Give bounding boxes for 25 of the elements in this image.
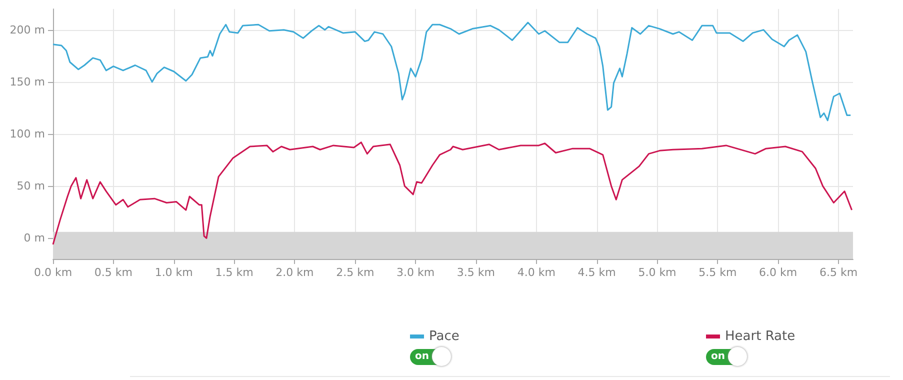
y-tick-label: 200 m bbox=[10, 23, 45, 36]
x-tick-label: 0.5 km bbox=[94, 266, 132, 279]
x-tick-label: 3.0 km bbox=[396, 266, 435, 279]
toggle-switch: on bbox=[706, 349, 746, 365]
legend-label: Pace bbox=[429, 329, 460, 344]
y-tick-label: 50 m bbox=[16, 180, 45, 193]
x-tick-label: 1.0 km bbox=[154, 266, 193, 279]
x-tick-label: 3.5 km bbox=[456, 266, 495, 279]
x-tick-label: 5.0 km bbox=[638, 266, 676, 279]
y-tick-label: 0 m bbox=[24, 232, 45, 245]
x-tick-label: 0.0 km bbox=[34, 266, 72, 279]
line-series bbox=[52, 22, 852, 122]
x-tick-label: 6.0 km bbox=[759, 266, 798, 279]
x-tick-label: 2.0 km bbox=[276, 266, 314, 279]
line-series bbox=[52, 142, 853, 246]
y-tick-label: 150 m bbox=[10, 75, 45, 88]
x-tick-label: 5.5 km bbox=[698, 266, 737, 279]
x-tick-label: 4.5 km bbox=[578, 266, 616, 279]
x-tick-label: 6.5 km bbox=[819, 266, 858, 279]
legend-label: Heart Rate bbox=[725, 329, 796, 344]
toggle-switch: on bbox=[410, 349, 450, 365]
x-tick-label: 1.5 km bbox=[215, 266, 254, 279]
y-tick-label: 100 m bbox=[10, 128, 45, 140]
x-tick-label: 2.5 km bbox=[336, 266, 374, 279]
x-tick-label: 4.0 km bbox=[517, 266, 556, 279]
